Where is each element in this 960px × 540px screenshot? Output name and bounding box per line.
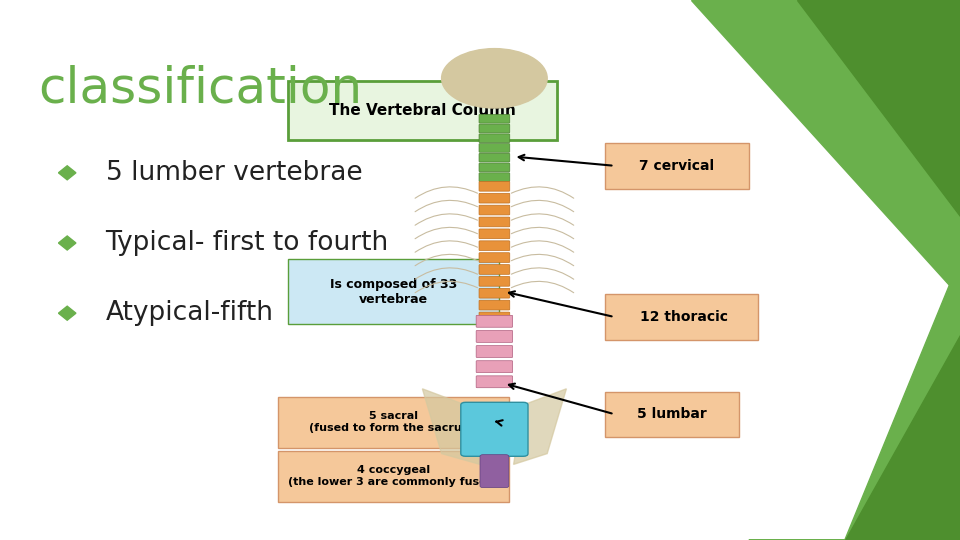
FancyBboxPatch shape [479,241,510,251]
Text: 5 lumbar: 5 lumbar [637,407,707,421]
FancyBboxPatch shape [479,134,510,143]
FancyBboxPatch shape [278,397,509,448]
FancyBboxPatch shape [479,144,510,152]
FancyBboxPatch shape [479,173,510,181]
FancyBboxPatch shape [479,253,510,262]
FancyBboxPatch shape [278,451,509,502]
Polygon shape [422,389,480,464]
FancyBboxPatch shape [476,315,513,327]
Text: 12 thoracic: 12 thoracic [639,310,728,324]
FancyBboxPatch shape [288,81,557,140]
Text: 5 sacral
(fused to form the sacrum): 5 sacral (fused to form the sacrum) [309,411,478,433]
Circle shape [442,49,547,108]
Polygon shape [514,389,566,464]
Text: Atypical-fifth: Atypical-fifth [106,300,274,326]
Polygon shape [845,335,960,540]
Text: classification: classification [38,65,363,113]
FancyBboxPatch shape [461,402,528,456]
FancyBboxPatch shape [476,346,513,357]
FancyBboxPatch shape [479,276,510,286]
Text: 4 coccygeal
(the lower 3 are commonly fused): 4 coccygeal (the lower 3 are commonly fu… [288,465,499,487]
FancyBboxPatch shape [479,217,510,227]
Polygon shape [59,306,76,320]
Text: Typical- first to fourth: Typical- first to fourth [106,230,389,256]
FancyBboxPatch shape [479,181,510,191]
FancyBboxPatch shape [479,265,510,274]
FancyBboxPatch shape [479,312,510,322]
FancyBboxPatch shape [479,124,510,133]
FancyBboxPatch shape [476,376,513,388]
FancyBboxPatch shape [605,294,758,340]
Polygon shape [691,0,960,297]
Polygon shape [59,236,76,250]
Polygon shape [797,0,960,216]
Text: 5 lumber vertebrae: 5 lumber vertebrae [106,160,362,186]
FancyBboxPatch shape [476,361,513,373]
FancyBboxPatch shape [479,288,510,298]
FancyBboxPatch shape [479,229,510,239]
FancyBboxPatch shape [479,163,510,172]
FancyBboxPatch shape [479,153,510,162]
FancyBboxPatch shape [288,259,499,324]
FancyBboxPatch shape [479,300,510,310]
Text: 7 cervical: 7 cervical [639,159,714,173]
FancyBboxPatch shape [476,330,513,342]
FancyBboxPatch shape [480,455,509,488]
Polygon shape [749,259,960,540]
FancyBboxPatch shape [479,205,510,215]
Text: Is composed of 33
vertebrae: Is composed of 33 vertebrae [330,278,457,306]
FancyBboxPatch shape [479,114,510,123]
FancyBboxPatch shape [605,392,739,437]
FancyBboxPatch shape [479,193,510,203]
Text: The Vertebral Column: The Vertebral Column [329,103,516,118]
Polygon shape [59,166,76,180]
FancyBboxPatch shape [605,143,749,189]
